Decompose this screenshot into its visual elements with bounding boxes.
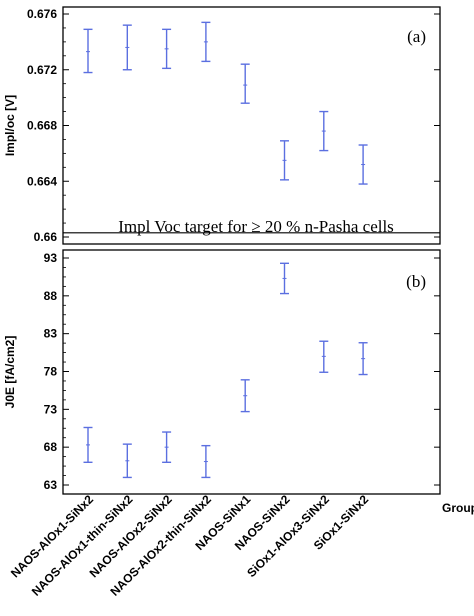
panel-a: (a) Impl/oc [V] Impl Voc target for ≥ 20… <box>3 6 441 245</box>
panel-b-ylabel: J0E [fA/cm2] <box>3 336 17 409</box>
panel-a-ylabel: Impl/oc [V] <box>3 95 17 156</box>
x-axis-label: Group <box>442 501 474 515</box>
panel-a-y-axis: 0.66 0.664 0.668 0.672 0.676 <box>27 7 440 244</box>
panel-b-ytick-label: 88 <box>44 289 58 303</box>
panel-b-ytick-label: 63 <box>44 478 58 492</box>
panel-b: (b) J0E [fA/cm2] Group 63 68 73 78 83 88 93 NA… <box>3 249 474 599</box>
panel-a-errorbars <box>83 21 368 185</box>
panel-a-frame <box>62 6 441 245</box>
panel-a-ytick-label: 0.676 <box>27 7 57 21</box>
panel-b-frame <box>62 249 441 495</box>
panel-b-ytick-label: 73 <box>44 402 58 416</box>
panel-a-ytick-label: 0.664 <box>27 174 57 188</box>
panel-b-ytick-label: 68 <box>44 440 58 454</box>
x-axis-tick-labels: NAOS-AlOx1-SiNx2NAOS-AlOx1-thin-SiNx2NAO… <box>8 492 372 599</box>
target-annotation: Impl Voc target for ≥ 20 % n-Pasha cells <box>118 217 394 236</box>
panel-b-ytick-label: 93 <box>44 251 58 265</box>
panel-a-ytick-label: 0.668 <box>27 119 57 133</box>
panel-b-ytick-label: 83 <box>44 327 58 341</box>
panel-a-ytick-label: 0.672 <box>27 63 57 77</box>
panel-b-errorbars <box>83 262 368 479</box>
panel-a-label: (a) <box>407 27 426 46</box>
panel-b-y-axis: 63 68 73 78 83 88 93 <box>44 251 440 492</box>
panel-b-ytick-label: 78 <box>44 365 58 379</box>
panel-b-label: (b) <box>406 272 426 291</box>
panel-a-ytick-label: 0.66 <box>34 230 58 244</box>
